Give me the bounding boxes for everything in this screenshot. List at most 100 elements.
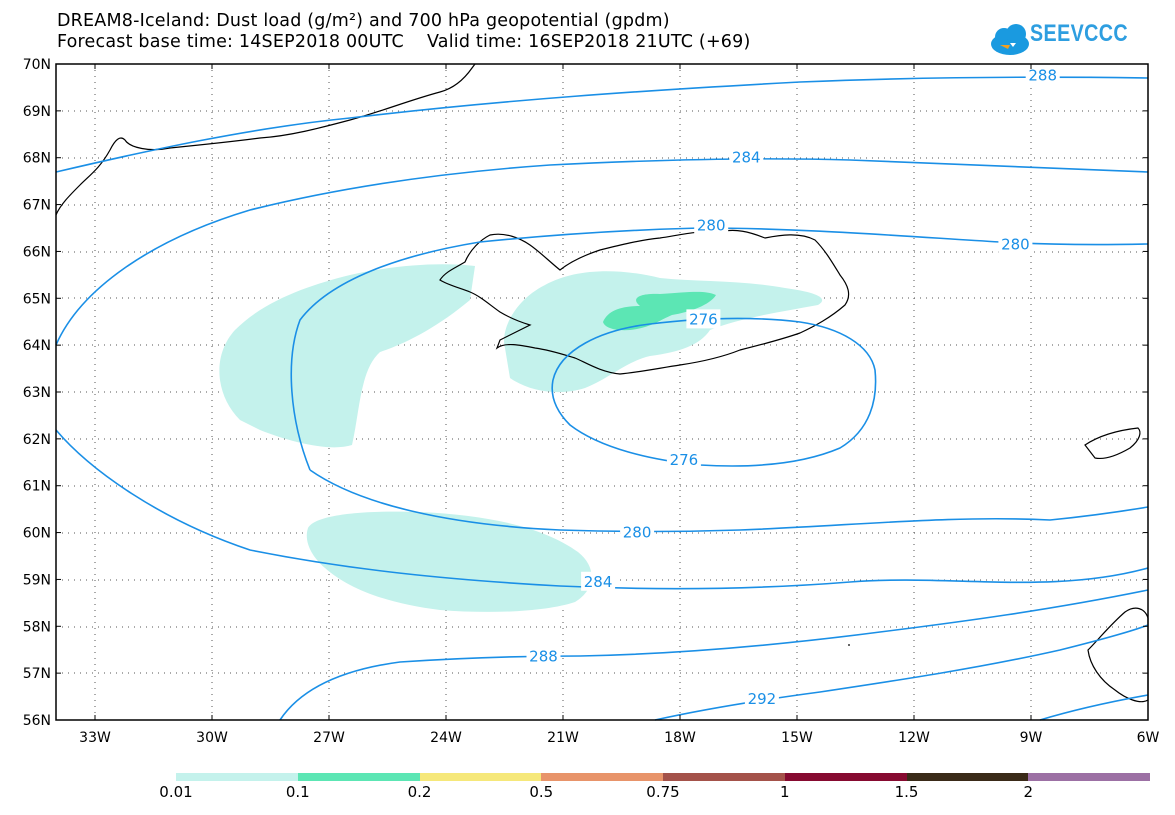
colorbar-label: 0.75 xyxy=(646,783,680,801)
cloud-icon xyxy=(991,24,1029,55)
lat-label: 61N xyxy=(23,479,51,495)
lon-label: 18W xyxy=(664,730,696,746)
lon-label: 21W xyxy=(547,730,579,746)
colorbar-label: 0.2 xyxy=(407,783,432,801)
dust-area-iceland xyxy=(504,271,823,393)
lat-label: 58N xyxy=(23,619,51,635)
colorbar-label: 1.5 xyxy=(894,783,919,801)
latitude-labels: 70N 69N 68N 67N 66N 65N 64N 63N 62N 61N 60N 59N 58N 5… xyxy=(23,57,51,729)
contour-280-south xyxy=(309,469,1149,533)
colorbar-label: 1 xyxy=(779,783,790,801)
logo-text: SEEVCCC xyxy=(1030,20,1129,47)
colorbar-label: 2 xyxy=(1023,783,1034,801)
lat-label: 66N xyxy=(23,244,51,260)
lat-label: 68N xyxy=(23,151,51,167)
contour-label: 292 xyxy=(744,688,779,708)
contour-label: 280 xyxy=(620,522,655,542)
lon-label: 27W xyxy=(313,730,345,746)
colorbar-label: 0.1 xyxy=(285,783,310,801)
contour-284-south xyxy=(55,429,1149,590)
contour-label-bg xyxy=(686,309,721,329)
contour-label-text: 284 xyxy=(732,149,761,167)
lon-label: 15W xyxy=(781,730,813,746)
contour-label: 284 xyxy=(729,147,764,167)
contour-label: 280 xyxy=(998,234,1033,254)
lat-label: 67N xyxy=(23,198,51,214)
contour-label-text: 280 xyxy=(623,524,652,542)
faroe-shetland-coast xyxy=(1084,427,1141,460)
contour-284-north xyxy=(55,158,1149,346)
longitude-labels: 33W 30W 27W 24W 21W 18W 15W 12W 9W 6W xyxy=(79,730,1159,746)
contour-label-bg xyxy=(620,522,655,542)
colorbar-segment xyxy=(784,773,907,781)
greenland-coast xyxy=(55,63,476,216)
contour-296 xyxy=(1039,694,1149,721)
colorbar-segment xyxy=(663,773,785,781)
contour-label-text: 280 xyxy=(697,217,726,235)
lat-label: 70N xyxy=(23,57,51,73)
colorbar-segment xyxy=(297,773,420,781)
contour-label-text: 280 xyxy=(1001,235,1030,253)
colorbar-segment xyxy=(541,773,663,781)
contour-label-bg xyxy=(526,646,561,666)
lat-label: 69N xyxy=(23,104,51,120)
lat-label: 60N xyxy=(23,526,51,542)
contour-label-text: 276 xyxy=(689,310,718,328)
contour-label: 288 xyxy=(526,646,561,666)
contour-label-bg xyxy=(666,449,701,469)
lat-label: 63N xyxy=(23,385,51,401)
contour-292 xyxy=(654,624,1149,721)
colorbar-segment xyxy=(176,773,298,781)
contour-label-text: 276 xyxy=(670,451,699,469)
colorbar-segment xyxy=(906,773,1029,781)
map-title: DREAM8-Iceland: Dust load (g/m²) and 700… xyxy=(57,11,670,31)
map-subtitle-times: Forecast base time: 14SEP2018 00UTC Vali… xyxy=(57,32,751,52)
lat-label: 56N xyxy=(23,713,51,729)
contour-label-bg xyxy=(744,688,779,708)
lat-label: 64N xyxy=(23,338,51,354)
contour-label-bg xyxy=(998,234,1033,254)
contour-label: 288 xyxy=(1025,65,1060,85)
contour-label-text: 284 xyxy=(584,573,613,591)
contour-label-text: 288 xyxy=(1028,67,1057,85)
lat-label: 62N xyxy=(23,432,51,448)
contour-label: 280 xyxy=(694,215,729,235)
coastlines xyxy=(55,63,1149,703)
seevccc-logo xyxy=(991,24,1029,55)
axis-ticks xyxy=(56,63,1149,721)
contour-labels: 288 284 280 280 276 276 280 284 288 292 xyxy=(526,65,1060,708)
colorbar-segment xyxy=(1028,773,1150,781)
contour-288-south xyxy=(279,589,1149,721)
contour-label: 284 xyxy=(581,571,616,591)
contour-label-bg xyxy=(729,147,764,167)
scotland-coast xyxy=(1087,607,1149,703)
contour-288-north xyxy=(55,76,1149,173)
lon-label: 9W xyxy=(1020,730,1043,746)
lat-label: 59N xyxy=(23,572,51,588)
lat-label: 65N xyxy=(23,291,51,307)
colorbar xyxy=(176,773,1150,781)
colorbar-segment xyxy=(419,773,542,781)
colorbar-label: 0.5 xyxy=(529,783,554,801)
contour-label-bg xyxy=(1025,65,1060,85)
dust-area-west-arc xyxy=(219,264,475,448)
geopotential-contours xyxy=(55,76,1149,721)
lon-label: 33W xyxy=(79,730,111,746)
contour-label-bg xyxy=(694,215,729,235)
lat-label: 57N xyxy=(23,666,51,682)
dust-area-south xyxy=(306,511,592,612)
lon-label: 30W xyxy=(196,730,228,746)
dust-area-iceland-core xyxy=(603,291,716,331)
colorbar-label: 0.01 xyxy=(159,783,193,801)
contour-276 xyxy=(551,317,877,467)
contour-label-bg xyxy=(581,571,616,591)
contour-label-text: 292 xyxy=(748,690,777,708)
lon-label: 24W xyxy=(430,730,462,746)
contour-label: 276 xyxy=(666,449,701,469)
contour-label: 276 xyxy=(686,309,721,329)
lon-label: 12W xyxy=(898,730,930,746)
contour-280-loop xyxy=(290,227,1149,471)
contour-label-text: 288 xyxy=(529,648,558,666)
lon-label: 6W xyxy=(1137,730,1160,746)
